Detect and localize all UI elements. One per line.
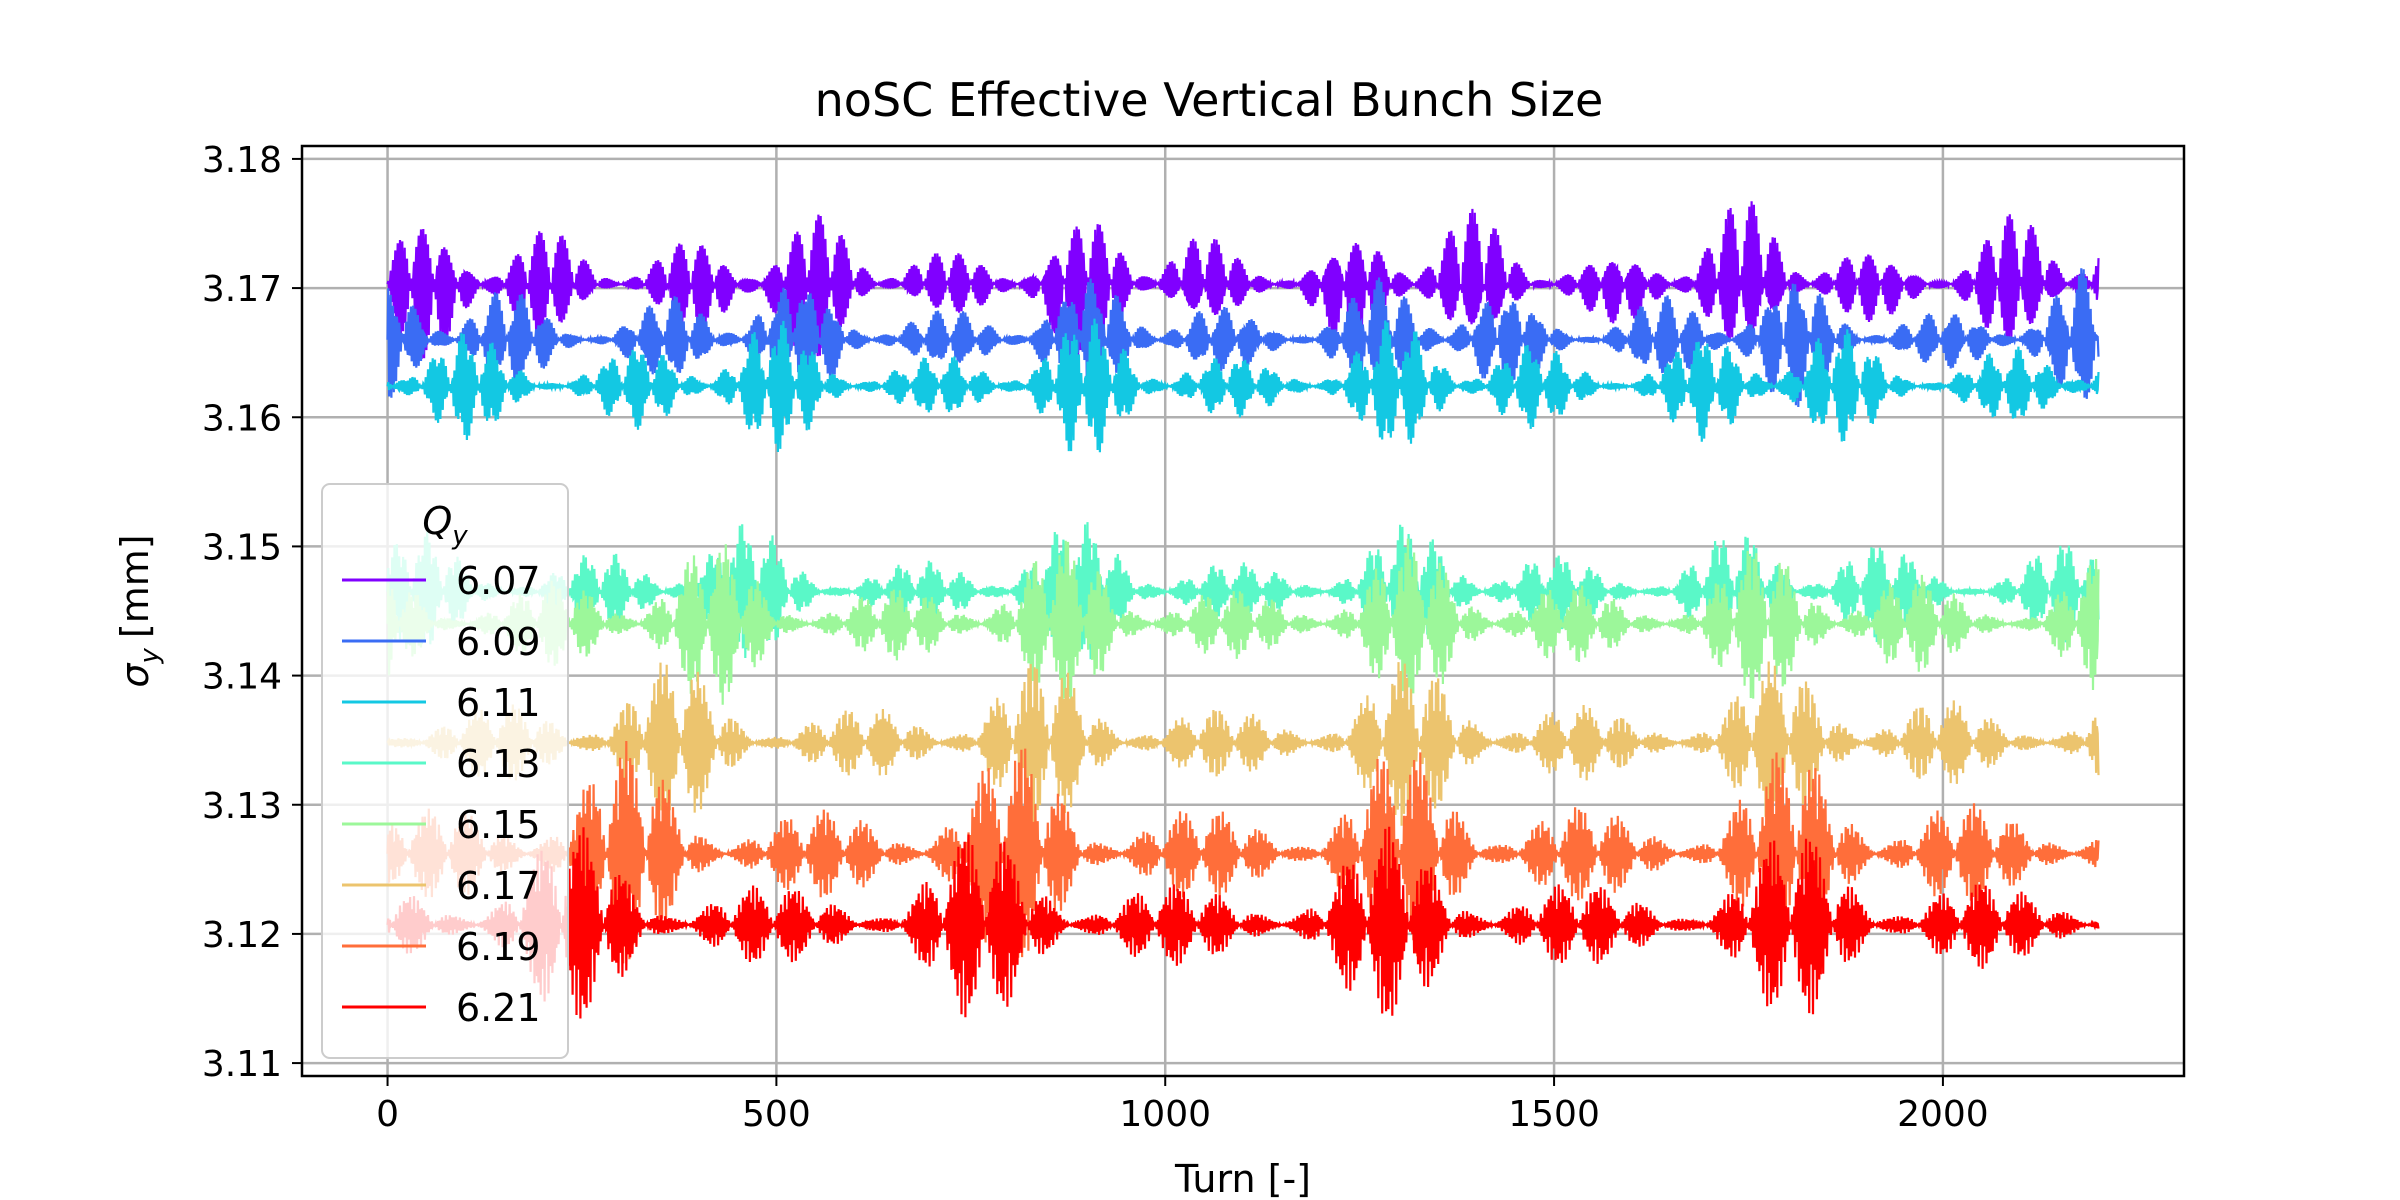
series-line-6.15 [386, 538, 2100, 708]
x-tick-label: 0 [376, 1094, 399, 1135]
series-line-6.21 [386, 826, 2100, 1019]
legend-label: 6.07 [456, 559, 541, 603]
grid [302, 146, 2184, 1076]
legend-label: 6.13 [456, 742, 541, 786]
legend-label: 6.17 [456, 864, 541, 908]
legend-label: 6.15 [456, 803, 541, 847]
chart-title: noSC Effective Vertical Bunch Size [815, 73, 1604, 127]
series-line-6.07 [386, 201, 2100, 364]
x-tick-label: 1000 [1119, 1094, 1211, 1135]
legend-title-subscript: y [451, 521, 468, 551]
y-axis-label-subscript: y [135, 647, 165, 664]
y-tick-label: 3.12 [202, 915, 282, 956]
legend-label: 6.09 [456, 620, 541, 664]
legend-label: 6.21 [456, 986, 541, 1030]
y-tick-label: 3.11 [202, 1044, 282, 1085]
y-tick-label: 3.15 [202, 527, 282, 568]
y-tick-label: 3.13 [202, 786, 282, 827]
ticks: 0 500 1000 1500 2000 3.11 3.12 3.13 3.14 3.15 3.16… [202, 140, 1989, 1135]
x-tick-label: 500 [742, 1094, 811, 1135]
legend-title: Qy [422, 499, 468, 551]
legend-box [321, 483, 569, 1059]
plot-frame [300, 144, 2186, 1078]
legend: Qy 6.07 6.09 6.11 6.13 6.15 6.17 6.19 6.21 [321, 483, 569, 1059]
legend-label: 6.19 [456, 925, 541, 969]
series-line-6.17 [386, 661, 2100, 826]
legend-entries: 6.07 6.09 6.11 6.13 6.15 6.17 6.19 6.21 [342, 559, 541, 1030]
series-layer [386, 201, 2100, 1019]
y-tick-label: 3.16 [202, 398, 282, 439]
y-axis-label-symbol: σ [113, 662, 157, 688]
series-line-6.19 [386, 740, 2100, 964]
y-axis-label-unit: [mm] [113, 534, 157, 638]
legend-label: 6.11 [456, 681, 541, 725]
series-line-6.09 [386, 268, 2100, 410]
series-line-6.11 [386, 318, 2100, 453]
legend-title-symbol: Q [422, 499, 452, 543]
y-tick-label: 3.17 [202, 269, 282, 310]
y-tick-label: 3.18 [202, 140, 282, 181]
x-tick-label: 2000 [1897, 1094, 1989, 1135]
x-axis-label: Turn [-] [1174, 1157, 1311, 1200]
y-tick-label: 3.14 [202, 657, 282, 698]
x-tick-label: 1500 [1508, 1094, 1600, 1135]
y-axis-label: σy [mm] [113, 534, 165, 687]
